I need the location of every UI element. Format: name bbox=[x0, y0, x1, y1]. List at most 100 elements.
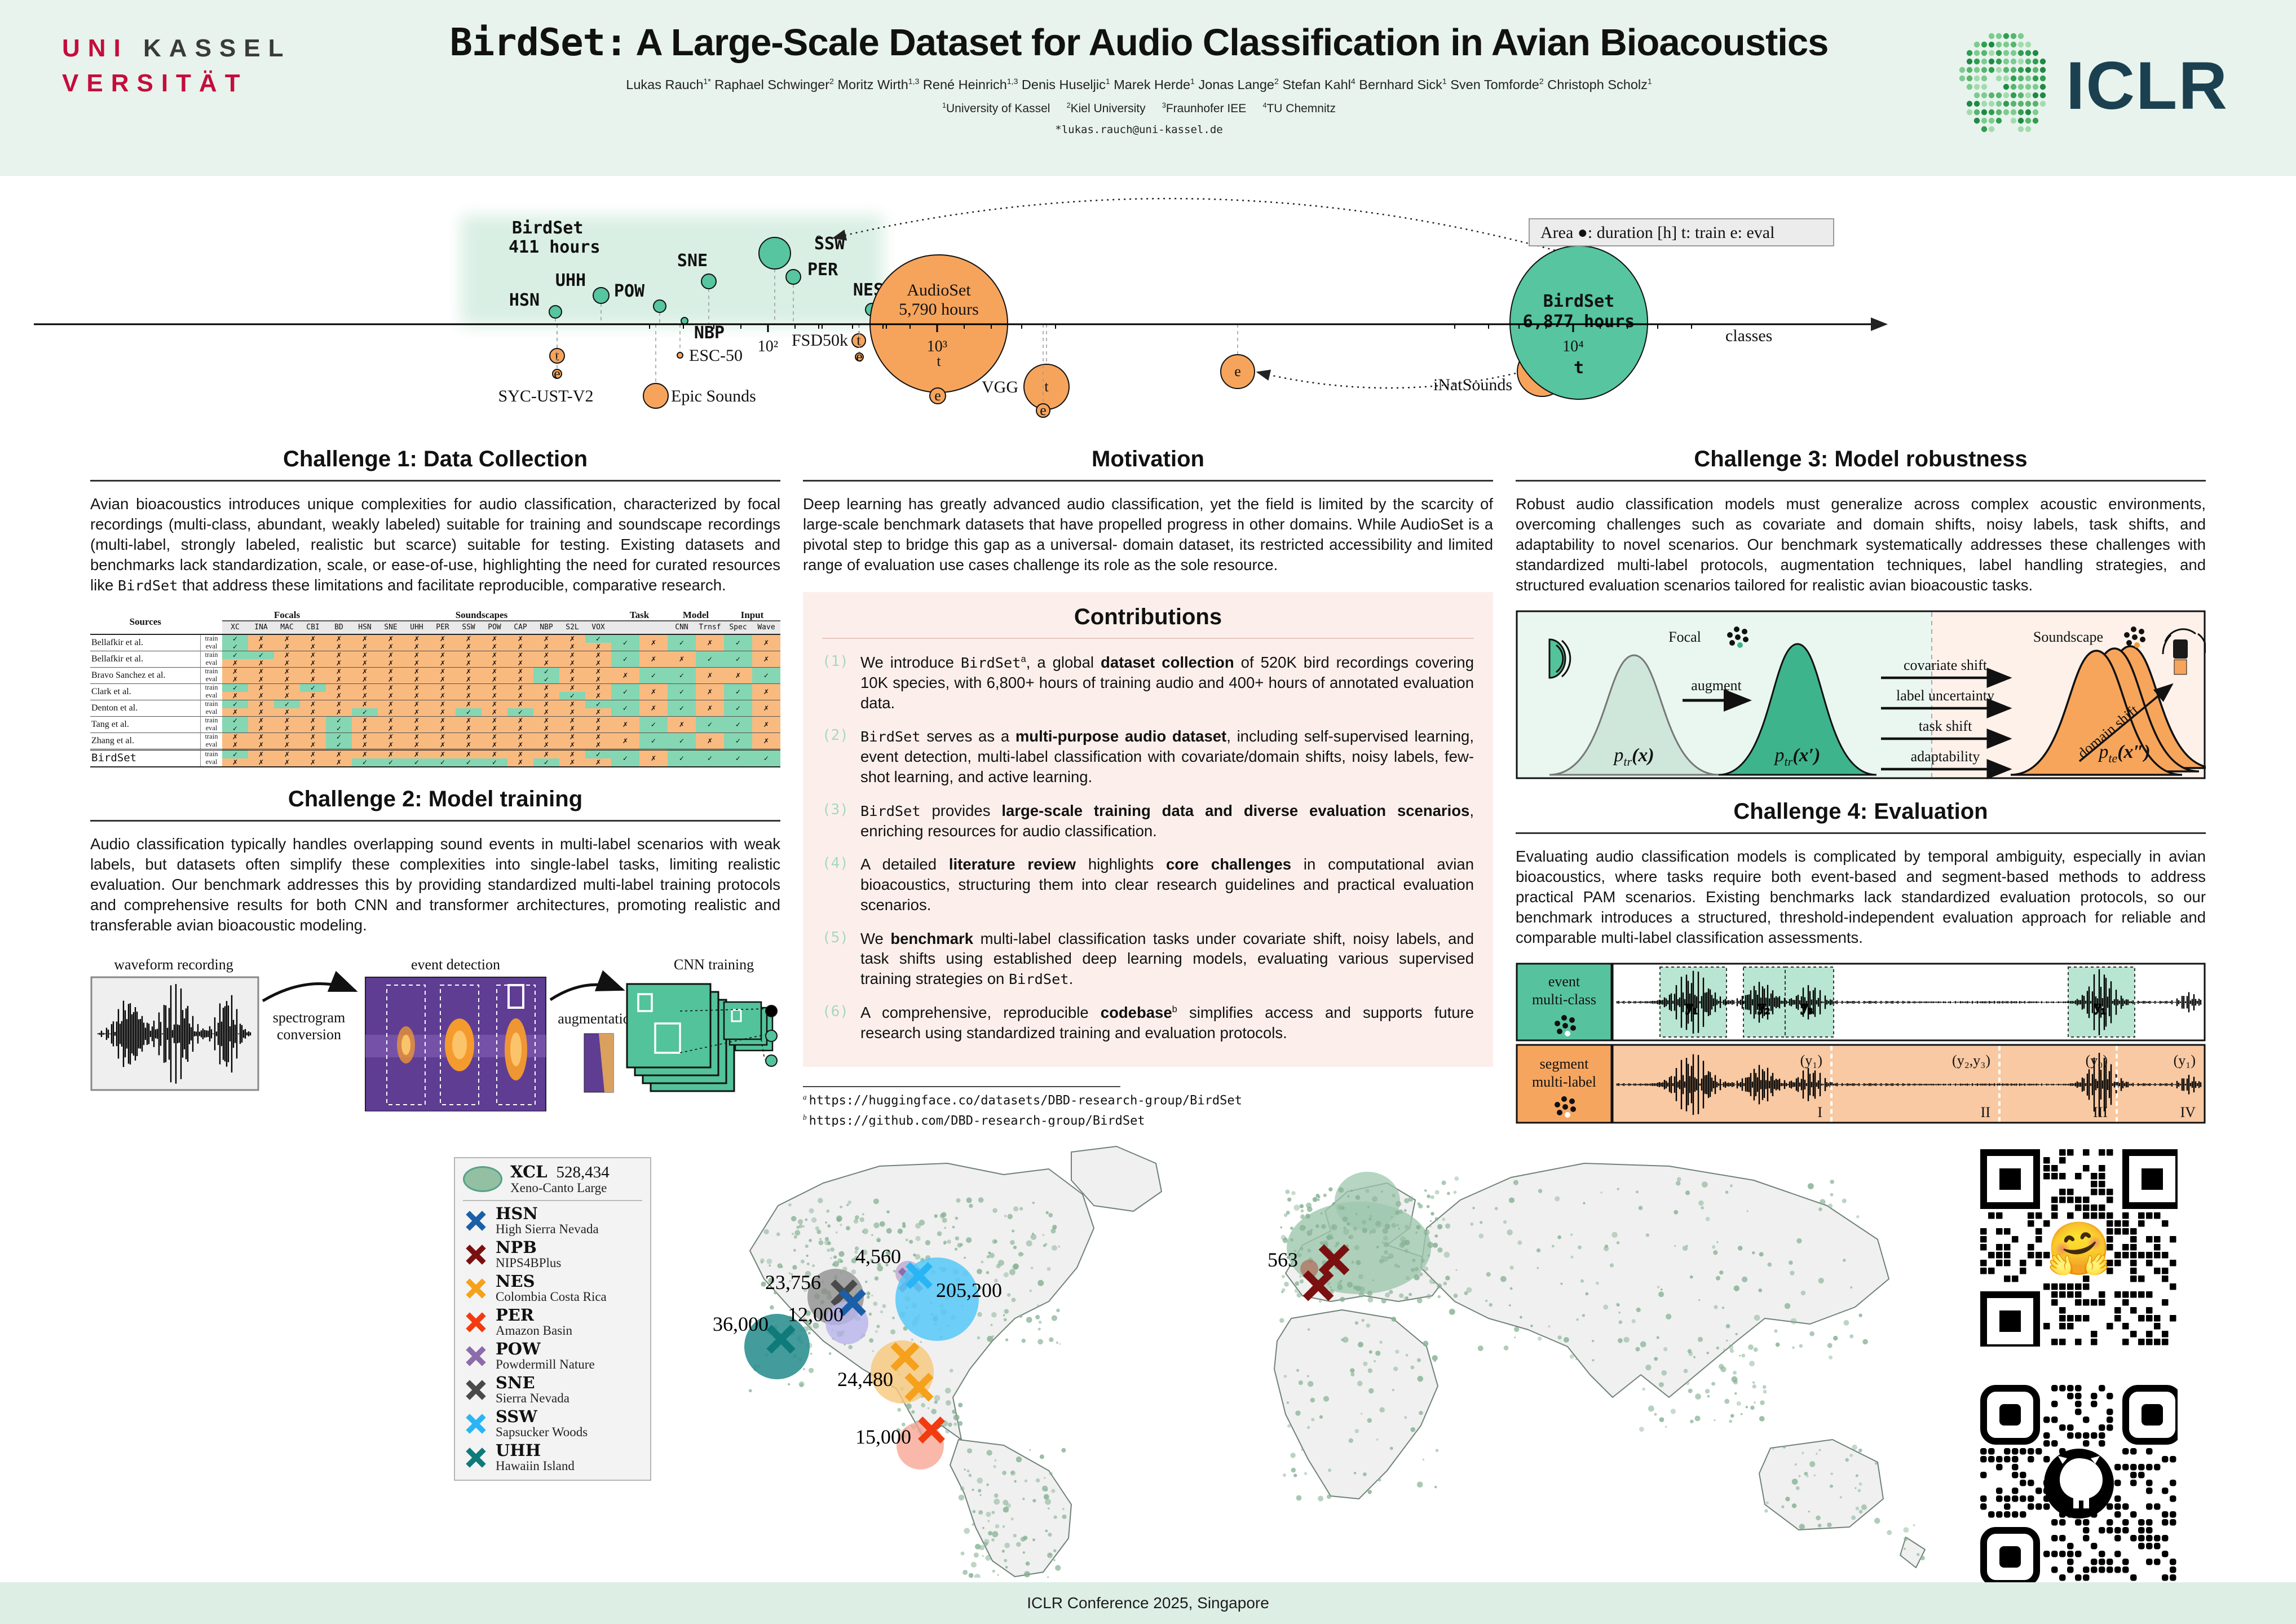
svg-text:iNatSounds: iNatSounds bbox=[1433, 376, 1512, 394]
map-marker-cross bbox=[906, 1262, 933, 1289]
table-mark: ✗ bbox=[456, 634, 482, 643]
svg-text:t: t bbox=[1044, 378, 1049, 395]
table-mark: ✗ bbox=[248, 659, 274, 668]
table-mark: ✗ bbox=[533, 650, 559, 659]
table-mark: ✗ bbox=[507, 683, 533, 692]
table-mark: ✗ bbox=[222, 740, 248, 750]
bubble-Epic Sounds bbox=[643, 383, 669, 409]
divider bbox=[1516, 832, 2206, 835]
table-mark: ✗ bbox=[585, 732, 611, 741]
svg-text:(y₁): (y₁) bbox=[2174, 1052, 2196, 1069]
table-mark: ✗ bbox=[559, 708, 585, 717]
table-mark: ✗ bbox=[430, 740, 456, 750]
bubble-HSN bbox=[549, 305, 562, 319]
table-mark: ✗ bbox=[326, 659, 352, 668]
challenge3-title: Challenge 3: Model robustness bbox=[1694, 447, 2028, 471]
table-mark: ✗ bbox=[274, 675, 300, 684]
table-mark: ✗ bbox=[352, 634, 378, 643]
iclr-head-icon bbox=[1959, 33, 2046, 133]
table-mark: ✗ bbox=[248, 699, 274, 708]
table-row: Clark et al. train ✓ ✗ ✗ ✓ ✗ ✗ ✗ ✗ ✗ ✗ ✗ ✗ ✗ ✗ ✗ ✓ ✗ ✓ ✗ ✓ ✗ bbox=[90, 683, 780, 700]
svg-text:e: e bbox=[815, 230, 822, 246]
table-mark: ✗ bbox=[248, 758, 274, 767]
legend-entry-SSW: SSW Sapsucker Woods bbox=[463, 1409, 642, 1438]
table-mark: ✗ bbox=[585, 758, 611, 767]
map-marker-NES: 24,480 bbox=[837, 1340, 934, 1404]
svg-text:10⁴: 10⁴ bbox=[1562, 338, 1584, 355]
contributions-title: Contributions bbox=[1074, 604, 1222, 630]
table-row: eval ✗ ✗ ✗ ✗ ✗ ✗ ✗ ✗ ✗ ✗ ✗ ✗ ✓ ✗ ✗ bbox=[90, 675, 780, 684]
bubble-NBP bbox=[681, 317, 688, 325]
table-mark: ✗ bbox=[378, 650, 404, 659]
table-mark: ✓ bbox=[533, 675, 559, 684]
table-mark: ✗ bbox=[300, 716, 326, 725]
table-mark: ✗ bbox=[456, 699, 482, 708]
table-mark: ✗ bbox=[507, 724, 533, 733]
table-mark: ✗ bbox=[482, 642, 507, 651]
svg-text:UHH: UHH bbox=[555, 271, 586, 290]
legend-entry-POW: POW Powdermill Nature bbox=[463, 1341, 642, 1371]
contribution-item-2: (2) BirdSet serves as a multi-purpose aud… bbox=[822, 726, 1474, 787]
table-mark: ✓ bbox=[326, 716, 352, 725]
footnote-url[interactable]: https://huggingface.co/datasets/DBD-rese… bbox=[809, 1093, 1242, 1107]
table-mark: ✗ bbox=[326, 642, 352, 651]
table-mark: ✗ bbox=[248, 724, 274, 733]
table-mark: ✗ bbox=[585, 650, 611, 659]
legend-entry-HSN: HSN High Sierra Nevada bbox=[463, 1205, 642, 1235]
table-mark: ✗ bbox=[559, 732, 585, 741]
footnote-url[interactable]: https://github.com/DBD-research-group/Bi… bbox=[809, 1114, 1145, 1128]
bubble-PER bbox=[785, 269, 801, 285]
table-mark: ✗ bbox=[430, 691, 456, 700]
x-marker-icon bbox=[466, 1210, 486, 1231]
datasets-bubble-chart: BirdSet 411 hours HSN UHH POW NBP SNE SSW PER NES… bbox=[0, 176, 2296, 445]
table-mark: ✗ bbox=[300, 659, 326, 668]
svg-text:411 hours: 411 hours bbox=[509, 237, 601, 257]
table-mark: ✗ bbox=[378, 675, 404, 684]
map-marker-cross bbox=[904, 1373, 934, 1402]
table-mark: ✗ bbox=[352, 667, 378, 676]
table-mark: ✗ bbox=[559, 683, 585, 692]
table-mark: ✗ bbox=[248, 732, 274, 741]
table-mark: ✗ bbox=[352, 724, 378, 733]
svg-text:10²: 10² bbox=[758, 338, 778, 355]
table-mark: ✗ bbox=[482, 675, 507, 684]
table-mark: ✗ bbox=[300, 699, 326, 708]
table-mark: ✗ bbox=[274, 724, 300, 733]
svg-text:Soundscape: Soundscape bbox=[2033, 629, 2103, 645]
table-mark: ✗ bbox=[300, 748, 326, 758]
table-mark: ✗ bbox=[326, 683, 352, 692]
table-mark: ✗ bbox=[482, 634, 507, 643]
table-mark: ✗ bbox=[585, 740, 611, 750]
table-mark: ✗ bbox=[559, 659, 585, 668]
table-mark: ✓ bbox=[248, 650, 274, 659]
table-mark: ✗ bbox=[352, 675, 378, 684]
marker-count-SNE: 23,756 bbox=[765, 1271, 821, 1294]
table-mark: ✗ bbox=[352, 716, 378, 725]
table-mark: ✗ bbox=[482, 732, 507, 741]
table-mark: ✗ bbox=[430, 683, 456, 692]
table-mark: ✗ bbox=[456, 716, 482, 725]
table-mark: ✗ bbox=[326, 634, 352, 643]
table-mark: ✗ bbox=[456, 675, 482, 684]
table-mark: ✗ bbox=[456, 740, 482, 750]
table-row: eval ✓ ✗ ✗ ✗ ✗ ✗ ✗ ✗ ✗ ✗ ✗ ✗ ✗ ✗ ✗ bbox=[90, 642, 780, 651]
table-mark: ✗ bbox=[352, 740, 378, 750]
map-marker-NPB: 563 bbox=[1268, 1244, 1350, 1301]
table-mark: ✗ bbox=[222, 691, 248, 700]
robustness-figure: Focal Soundscape augment covariate shift lab… bbox=[1516, 610, 2215, 782]
svg-text:CNN training: CNN training bbox=[674, 956, 754, 973]
table-mark: ✓ bbox=[222, 724, 248, 733]
table-mark: ✗ bbox=[378, 724, 404, 733]
table-mark: ✗ bbox=[585, 659, 611, 668]
world-map-section: 36,000 23,756 12,000 4,560 205,200 24,480 15,0… bbox=[0, 1127, 2296, 1587]
table-mark: ✓ bbox=[326, 740, 352, 750]
bubble-POW bbox=[653, 299, 666, 313]
table-mark: ✗ bbox=[378, 716, 404, 725]
table-mark: ✗ bbox=[456, 683, 482, 692]
table-mark: ✗ bbox=[222, 659, 248, 668]
table-mark: ✗ bbox=[507, 699, 533, 708]
table-mark: ✗ bbox=[507, 716, 533, 725]
table-mark: ✗ bbox=[274, 732, 300, 741]
svg-text:y₂: y₂ bbox=[1758, 998, 1770, 1014]
table-mark: ✗ bbox=[533, 748, 559, 758]
